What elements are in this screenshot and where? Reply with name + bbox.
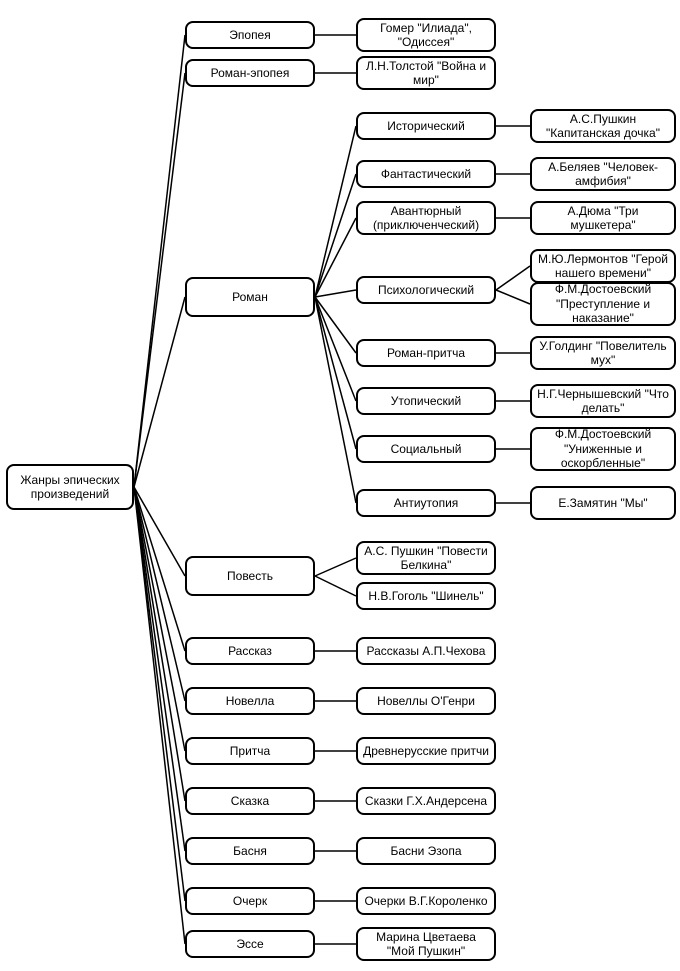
node-ex_belkin: А.С. Пушкин "Повести Белкина" bbox=[356, 541, 496, 575]
node-ex_voyna: Л.Н.Толстой "Война и мир" bbox=[356, 56, 496, 90]
node-g_roman_epopeya: Роман-эпопея bbox=[185, 59, 315, 87]
node-r_psy: Психологический bbox=[356, 276, 496, 304]
node-g_epopeya: Эпопея bbox=[185, 21, 315, 49]
node-ex_golding: У.Голдинг "Повелитель мух" bbox=[530, 336, 676, 370]
edge bbox=[496, 266, 530, 290]
node-ex_lerm: М.Ю.Лермонтов "Герой нашего времени" bbox=[530, 249, 676, 283]
node-ex_dpr: Древнерусские притчи bbox=[356, 737, 496, 765]
node-ex_esop: Басни Эзопа bbox=[356, 837, 496, 865]
edge bbox=[315, 174, 356, 297]
node-ex_tsvetaeva: Марина Цветаева "Мой Пушкин" bbox=[356, 927, 496, 961]
edge bbox=[134, 487, 185, 701]
edge bbox=[134, 487, 185, 944]
node-g_povest: Повесть bbox=[185, 556, 315, 596]
node-ex_ohenry: Новеллы О'Генри bbox=[356, 687, 496, 715]
edge bbox=[496, 290, 530, 304]
node-ex_iliada: Гомер "Илиада", "Одиссея" bbox=[356, 18, 496, 52]
edge bbox=[134, 35, 185, 487]
node-ex_kap: А.С.Пушкин "Капитанская дочка" bbox=[530, 109, 676, 143]
node-ex_shinel: Н.В.Гоголь "Шинель" bbox=[356, 582, 496, 610]
node-r_utop: Утопический bbox=[356, 387, 496, 415]
edge bbox=[315, 290, 356, 297]
node-ex_korolenko: Очерки В.Г.Короленко bbox=[356, 887, 496, 915]
edge bbox=[315, 558, 356, 576]
node-root: Жанры эпических произведений bbox=[6, 464, 134, 510]
edge bbox=[315, 297, 356, 353]
edge bbox=[134, 297, 185, 487]
node-r_hist: Исторический bbox=[356, 112, 496, 140]
edge bbox=[134, 487, 185, 651]
node-r_avant: Авантюрный (приключенческий) bbox=[356, 201, 496, 235]
node-r_anti: Антиутопия bbox=[356, 489, 496, 517]
node-g_pritcha: Притча bbox=[185, 737, 315, 765]
edge bbox=[134, 73, 185, 487]
edge bbox=[134, 487, 185, 901]
node-g_rasskaz: Рассказ bbox=[185, 637, 315, 665]
edge bbox=[134, 487, 185, 751]
edge bbox=[134, 487, 185, 801]
diagram-stage: Жанры эпических произведений Эпопея Роман-… bbox=[0, 0, 680, 971]
edge bbox=[315, 218, 356, 297]
edge bbox=[134, 487, 185, 851]
edge bbox=[315, 126, 356, 297]
edge bbox=[315, 297, 356, 449]
node-r_fant: Фантастический bbox=[356, 160, 496, 188]
node-r_pritcha: Роман-притча bbox=[356, 339, 496, 367]
node-ex_dost2: Ф.М.Достоевский "Униженные и оскорбленны… bbox=[530, 427, 676, 471]
node-g_ocherk: Очерк bbox=[185, 887, 315, 915]
node-g_roman: Роман bbox=[185, 277, 315, 317]
node-ex_zam: Е.Замятин "Мы" bbox=[530, 486, 676, 520]
node-g_esse: Эссе bbox=[185, 930, 315, 958]
edge bbox=[315, 576, 356, 596]
node-r_soc: Социальный bbox=[356, 435, 496, 463]
edge bbox=[315, 297, 356, 401]
node-ex_chern: Н.Г.Чернышевский "Что делать" bbox=[530, 384, 676, 418]
node-ex_chehov: Рассказы А.П.Чехова bbox=[356, 637, 496, 665]
node-ex_mush: А.Дюма "Три мушкетера" bbox=[530, 201, 676, 235]
node-g_basnya: Басня bbox=[185, 837, 315, 865]
node-ex_amf: А.Беляев "Человек-амфибия" bbox=[530, 157, 676, 191]
edge bbox=[315, 297, 356, 503]
edge bbox=[134, 487, 185, 576]
node-ex_dost1: Ф.М.Достоевский "Преступление и наказани… bbox=[530, 282, 676, 326]
node-g_skazka: Сказка bbox=[185, 787, 315, 815]
node-g_novella: Новелла bbox=[185, 687, 315, 715]
node-ex_andersen: Сказки Г.Х.Андерсена bbox=[356, 787, 496, 815]
